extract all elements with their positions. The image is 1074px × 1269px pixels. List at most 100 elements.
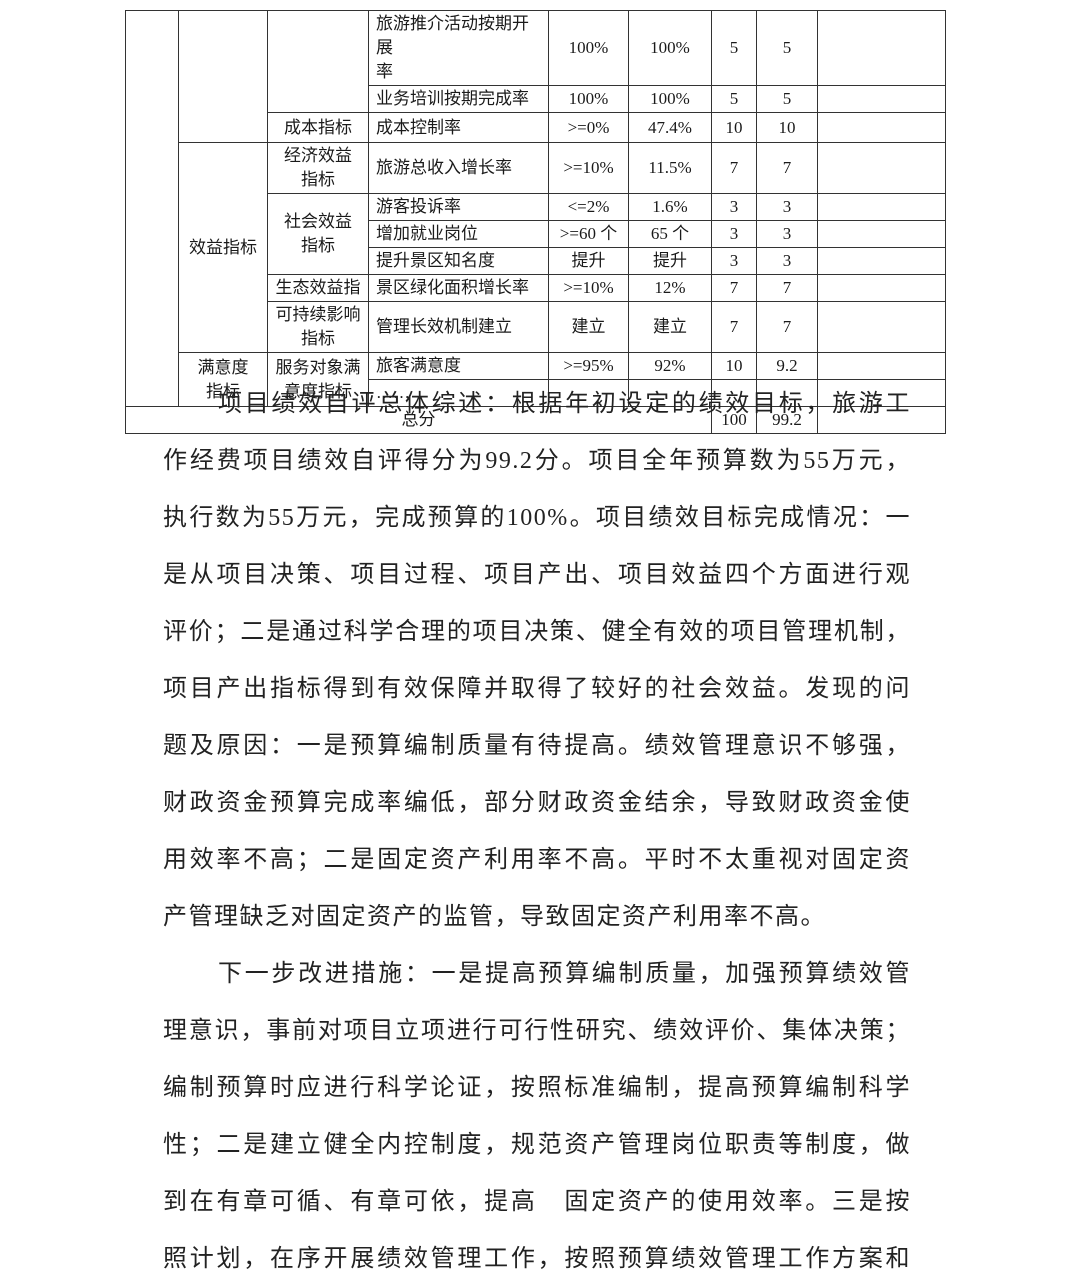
- table-row: ……: [126, 379, 946, 407]
- category2-empty-cell: [178, 10, 268, 143]
- target-cell: 100%: [548, 10, 629, 86]
- actual-cell: 65 个: [628, 220, 712, 248]
- paragraph-1-line-4: 是从项目决策、项目过程、项目产出、项目效益四个方面进行观: [163, 562, 911, 588]
- category2-cell: 效益指标: [178, 142, 268, 353]
- left-spanner-cell: [125, 10, 179, 407]
- table-row: 增加就业岗位 >=60 个 65 个 3 3: [126, 220, 946, 248]
- self-score-cell: 9.2: [756, 352, 818, 380]
- target-cell: <=2%: [548, 193, 629, 221]
- remark-cell: [817, 274, 946, 302]
- score-cell: 3: [711, 247, 757, 275]
- target-cell: >=60 个: [548, 220, 629, 248]
- self-score-cell: [756, 379, 818, 407]
- indicator-cell: 提升景区知名度: [368, 247, 549, 275]
- paragraph-1-line-9: 用效率不高；二是固定资产利用率不高。平时不太重视对固定资: [163, 847, 911, 873]
- indicator-cell: 游客投诉率: [368, 193, 549, 221]
- remark-cell: [817, 379, 946, 407]
- table-row: 效益指标 经济效益 指标 旅游总收入增长率 >=10% 11.5% 7 7: [126, 142, 946, 353]
- self-score-cell: 7: [756, 301, 818, 353]
- score-cell: 7: [711, 301, 757, 353]
- remark-cell: [817, 142, 946, 194]
- indicator-cell: 业务培训按期完成率: [368, 85, 549, 113]
- self-score-cell: 7: [756, 274, 818, 302]
- paragraph-2-line-6: 照计划，在序开展绩效管理工作，按照预算绩效管理工作方案和: [163, 1246, 911, 1269]
- actual-cell: 92%: [628, 352, 712, 380]
- indicator-cell: 旅游推介活动按期开展 率: [368, 10, 549, 86]
- score-cell: 10: [711, 112, 757, 143]
- score-cell: 5: [711, 85, 757, 113]
- remark-cell: [817, 406, 946, 434]
- actual-cell: 12%: [628, 274, 712, 302]
- score-cell: 5: [711, 10, 757, 86]
- score-cell: [711, 379, 757, 407]
- target-cell: >=0%: [548, 112, 629, 143]
- category3-cell: 可持续影响 指标: [267, 301, 369, 353]
- table-row: 生态效益指 景区绿化面积增长率 >=10% 12% 7 7: [126, 274, 946, 302]
- total-label-cell: 总分: [125, 406, 712, 434]
- paragraph-1-line-3: 执行数为55万元，完成预算的100%。项目绩效目标完成情况：一: [163, 505, 911, 531]
- actual-cell: 1.6%: [628, 193, 712, 221]
- performance-indicator-table: 旅游推介活动按期开展 率 100% 100% 5 5 业务培训按期完成率 100…: [125, 10, 946, 434]
- table-row: 旅游推介活动按期开展 率 100% 100% 5 5: [125, 10, 946, 407]
- indicator-cell: 成本控制率: [368, 112, 549, 143]
- remark-cell: [817, 85, 946, 113]
- paragraph-1-line-8: 财政资金预算完成率编低，部分财政资金结余，导致财政资金使: [163, 790, 911, 816]
- actual-cell: 100%: [628, 10, 712, 86]
- paragraph-1-line-6: 项目产出指标得到有效保障并取得了较好的社会效益。发现的问: [163, 676, 911, 702]
- paragraph-2-line-2: 理意识，事前对项目立项进行可行性研究、绩效评价、集体决策；: [163, 1018, 911, 1044]
- target-cell: 100%: [548, 85, 629, 113]
- table-row: 可持续影响 指标 管理长效机制建立 建立 建立 7 7: [126, 301, 946, 353]
- table-row: 业务培训按期完成率 100% 100% 5 5: [126, 85, 946, 113]
- indicator-cell: 旅游总收入增长率: [368, 142, 549, 194]
- category3-cell: 生态效益指: [267, 274, 369, 302]
- category2-cell: 满意度 指标: [178, 352, 268, 407]
- paragraph-2-line-5: 到在有章可循、有章可依，提高 固定资产的使用效率。三是按: [163, 1189, 911, 1215]
- target-cell: 提升: [548, 247, 629, 275]
- self-score-cell: 3: [756, 247, 818, 275]
- remark-cell: [817, 10, 946, 86]
- self-score-cell: 5: [756, 10, 818, 86]
- self-score-cell: 3: [756, 193, 818, 221]
- actual-cell: 100%: [628, 85, 712, 113]
- target-cell: >=10%: [548, 274, 629, 302]
- category3-cell: 社会效益 指标: [267, 193, 369, 275]
- remark-cell: [817, 247, 946, 275]
- actual-cell: 11.5%: [628, 142, 712, 194]
- score-cell: 7: [711, 274, 757, 302]
- category3-cell: 服务对象满 意度指标: [267, 352, 369, 407]
- paragraph-2-line-1: 下一步改进措施：一是提高预算编制质量，加强预算绩效管: [218, 961, 911, 987]
- target-cell: 建立: [548, 301, 629, 353]
- indicator-cell: 旅客满意度: [368, 352, 549, 380]
- category3-cell: 成本指标: [267, 112, 369, 143]
- paragraph-1-line-5: 评价；二是通过科学合理的项目决策、健全有效的项目管理机制，: [163, 619, 911, 645]
- paragraph-2-line-4: 性；二是建立健全内控制度，规范资产管理岗位职责等制度，做: [163, 1132, 911, 1158]
- self-score-cell: 5: [756, 85, 818, 113]
- self-evaluation-summary-text: 项目绩效自评总体综述：根据年初设定的绩效目标，旅游工 作经费项目绩效自评得分为99…: [163, 376, 911, 1269]
- actual-cell: 47.4%: [628, 112, 712, 143]
- self-score-cell: 7: [756, 142, 818, 194]
- remark-cell: [817, 301, 946, 353]
- score-cell: 3: [711, 193, 757, 221]
- paragraph-2-line-3: 编制预算时应进行科学论证，按照标准编制，提高预算编制科学: [163, 1075, 911, 1101]
- score-cell: 3: [711, 220, 757, 248]
- indicator-cell: 景区绿化面积增长率: [368, 274, 549, 302]
- self-score-cell: 3: [756, 220, 818, 248]
- remark-cell: [817, 220, 946, 248]
- self-score-cell: 10: [756, 112, 818, 143]
- remark-cell: [817, 193, 946, 221]
- table-total-row: 总分 100 99.2: [125, 406, 946, 434]
- paragraph-1-line-2: 作经费项目绩效自评得分为99.2分。项目全年预算数为55万元，: [163, 448, 911, 474]
- remark-cell: [817, 112, 946, 143]
- paragraph-1-line-10: 产管理缺乏对固定资产的监管，导致固定资产利用率不高。: [163, 904, 826, 930]
- score-cell: 7: [711, 142, 757, 194]
- indicator-cell: 增加就业岗位: [368, 220, 549, 248]
- indicator-cell: 管理长效机制建立: [368, 301, 549, 353]
- actual-cell: 提升: [628, 247, 712, 275]
- target-cell: >=95%: [548, 352, 629, 380]
- category3-cell: 经济效益 指标: [267, 142, 369, 194]
- category3-empty-cell: [267, 10, 369, 113]
- target-cell: >=10%: [548, 142, 629, 194]
- table-row: 满意度 指标 服务对象满 意度指标 旅客满意度 >=95% 92% 10 9.2: [126, 352, 946, 407]
- paragraph-1-line-7: 题及原因：一是预算编制质量有待提高。绩效管理意识不够强，: [163, 733, 911, 759]
